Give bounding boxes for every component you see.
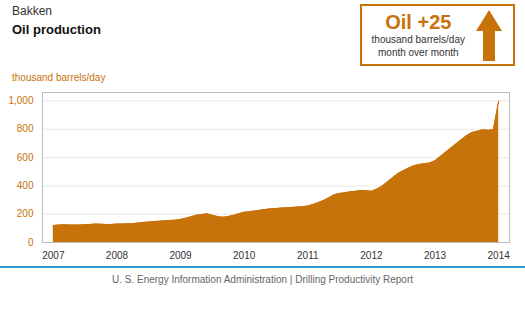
html-text:Bakken: Bakken: [12, 4, 52, 18]
html-text:month over month: month over month: [378, 46, 459, 58]
svg-text:400: 400: [17, 180, 34, 191]
html-text:thousand barrels/day: thousand barrels/day: [12, 72, 106, 83]
svg-text:0: 0: [28, 237, 34, 248]
svg-text:2013: 2013: [424, 250, 447, 261]
svg-text:800: 800: [17, 123, 34, 134]
svg-text:1,000: 1,000: [8, 95, 33, 106]
svg-text:2009: 2009: [169, 250, 192, 261]
svg-text:2014: 2014: [488, 250, 511, 261]
svg-text:200: 200: [17, 208, 34, 219]
html-text:thousand barrels/day: thousand barrels/day: [371, 34, 465, 45]
svg-text:2011: 2011: [297, 250, 319, 261]
svg-text:2010: 2010: [233, 250, 256, 261]
html-text:U. S. Energy Information Admin: U. S. Energy Information Administration …: [112, 274, 413, 285]
svg-text:2007: 2007: [42, 250, 65, 261]
svg-text:600: 600: [17, 152, 34, 163]
svg-text:2008: 2008: [106, 250, 129, 261]
html-text:Oil +25: Oil +25: [385, 11, 452, 33]
html-text:Oil production: Oil production: [12, 22, 101, 37]
svg-text:2012: 2012: [360, 250, 383, 261]
